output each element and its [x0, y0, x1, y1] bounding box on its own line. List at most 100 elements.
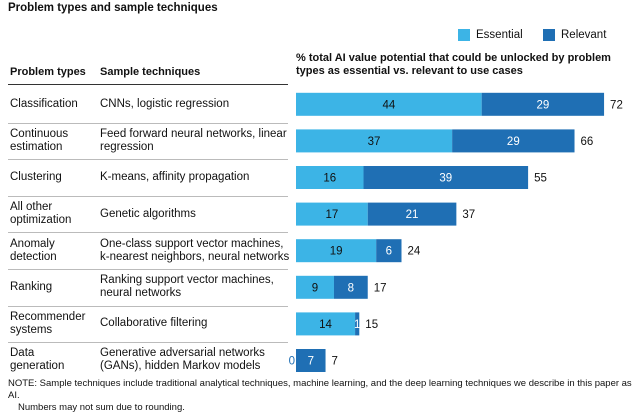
label-relevant: 6 [386, 246, 392, 258]
label-relevant: 7 [308, 356, 314, 368]
problem-type-cell-line: Data [10, 347, 35, 360]
label-relevant: 29 [507, 136, 520, 148]
bar-relevant [333, 275, 368, 299]
bar-relevant [367, 202, 457, 226]
bar-relevant [452, 129, 575, 153]
technique-cell: CNNs, logistic regression [100, 98, 290, 111]
row-separator [8, 122, 288, 124]
legend-essential-label: Essential [476, 29, 523, 41]
row-separator [8, 342, 288, 344]
table-row: Recommender systems Collaborative filterin… [0, 306, 290, 343]
technique-cell: K-means, affinity propagation [100, 171, 290, 184]
label-total: 7 [332, 356, 338, 368]
bar-relevant [481, 92, 605, 116]
problem-type-cell-line: optimization [10, 214, 72, 227]
label-total: 24 [408, 246, 421, 258]
problem-type-cell-line: Ranking [10, 280, 53, 293]
problem-type-cell-line: Clustering [10, 170, 62, 183]
problem-type-cell-line: estimation [10, 140, 63, 153]
bar-essential [296, 239, 377, 263]
bar-essential [296, 129, 453, 153]
bar-relevant [355, 312, 360, 336]
problem-type-cell: Continuous estimation [10, 128, 98, 154]
problem-type-cell-line: Continuous [10, 127, 69, 140]
row-separator [8, 305, 288, 307]
label-relevant: 1 [354, 319, 360, 331]
problem-type-cell-line: detection [10, 250, 57, 263]
problem-type-cell-line: All other [10, 201, 53, 214]
label-total: 15 [365, 319, 378, 331]
bar-relevant [363, 166, 529, 189]
table-row: Ranking Ranking support vector machines, n… [0, 269, 290, 306]
technique-cell: Collaborative filtering [100, 317, 290, 330]
table-row: Data generation Generative adversarial net… [0, 342, 290, 379]
technique-cell: One-class support vector machines, k-near… [100, 238, 290, 264]
label-essential: 19 [330, 246, 343, 258]
label-essential: 44 [382, 99, 395, 111]
label-essential: 16 [323, 173, 336, 185]
problem-type-cell-line: Recommender [10, 310, 86, 323]
problem-type-cell-line: systems [10, 323, 53, 336]
label-essential: 9 [312, 282, 318, 294]
header-sample-techniques: Sample techniques [100, 66, 201, 78]
legend-essential: Essential [458, 29, 523, 41]
technique-cell: Genetic algorithms [100, 208, 290, 221]
label-essential: 0 [289, 356, 295, 368]
legend-relevant: Relevant [543, 29, 606, 41]
problem-type-cell: Data generation [10, 347, 98, 373]
bar-essential [296, 166, 364, 189]
label-relevant: 21 [406, 209, 419, 221]
problem-type-cell: Anomaly detection [10, 238, 98, 264]
technique-cell-line: regression [100, 140, 154, 153]
technique-cell-line: neural networks [100, 287, 182, 300]
label-total: 55 [534, 173, 547, 185]
footnote: NOTE: Sample techniques include traditio… [8, 378, 640, 414]
table-row: Classification CNNs, logistic regression [0, 86, 290, 123]
footnote-line-1: NOTE: Sample techniques include traditio… [8, 378, 632, 401]
table-row: All other optimization Genetic algorithms [0, 196, 290, 233]
row-separator [8, 232, 288, 234]
label-essential: 14 [319, 319, 332, 331]
technique-cell-line: Feed forward neural networks, linear [100, 127, 287, 140]
bar-essential [296, 92, 482, 116]
problem-type-cell-line: Anomaly [10, 237, 55, 250]
footnote-line-2: Numbers may not sum due to rounding. [18, 402, 185, 413]
problem-type-cell-line: generation [10, 360, 65, 373]
table-row: Continuous estimation Feed forward neural … [0, 123, 290, 160]
bar-essential [296, 275, 334, 299]
problem-type-cell-line: Classification [10, 97, 78, 110]
row-separator [8, 269, 288, 270]
bar-essential [296, 202, 368, 226]
row-separator [8, 195, 288, 197]
bar-relevant [296, 349, 326, 372]
table-row: Clustering K-means, affinity propagation [0, 159, 290, 196]
header-chart-description-line-1: % total AI value potential that could be… [296, 52, 611, 64]
bar-relevant [376, 239, 402, 263]
label-total: 17 [374, 282, 387, 294]
technique-cell-line: Ranking support vector machines, [100, 274, 274, 287]
problem-type-cell: Clustering [10, 171, 98, 184]
technique-cell: Generative adversarial networks (GANs), h… [100, 347, 290, 373]
table-row: Anomaly detection One-class support vector… [0, 232, 290, 269]
technique-cell-line: (GANs), hidden Markov models [100, 360, 261, 373]
label-total: 37 [462, 209, 475, 221]
technique-cell-line: Genetic algorithms [100, 207, 196, 220]
label-relevant: 8 [348, 282, 354, 294]
header-rule [8, 84, 288, 85]
problem-type-cell: Recommender systems [10, 311, 98, 337]
label-total: 72 [610, 99, 623, 111]
technique-cell-line: k-nearest neighbors, neural networks [100, 250, 290, 263]
technique-cell-line: One-class support vector machines, [100, 237, 284, 250]
technique-cell-line: K-means, affinity propagation [100, 170, 250, 183]
technique-cell-line: CNNs, logistic regression [100, 97, 230, 110]
problem-type-cell: All other optimization [10, 201, 98, 227]
problem-type-cell: Classification [10, 98, 98, 111]
header-chart-description: % total AI value potential that could be… [296, 52, 636, 78]
legend-relevant-label: Relevant [561, 29, 607, 41]
label-essential: 37 [368, 136, 381, 148]
technique-cell-line: Collaborative filtering [100, 317, 208, 330]
problem-type-cell: Ranking [10, 281, 98, 294]
label-essential: 17 [325, 209, 338, 221]
technique-cell: Ranking support vector machines, neural n… [100, 274, 290, 300]
